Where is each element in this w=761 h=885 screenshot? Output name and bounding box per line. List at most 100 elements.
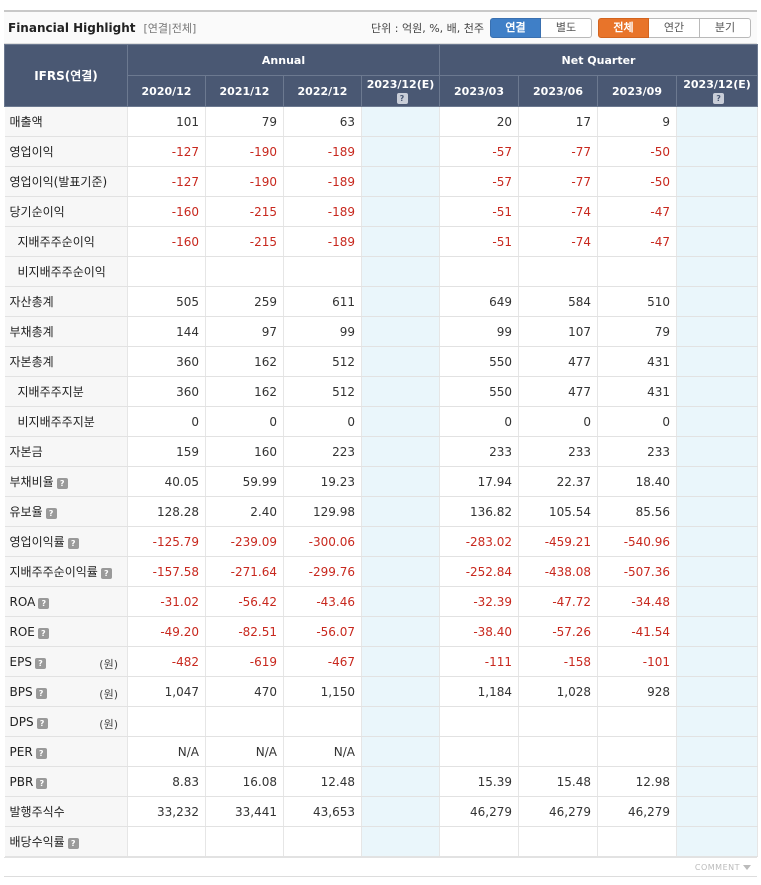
row-label-text: 영업이익률: [9, 535, 65, 549]
table-cell: [205, 256, 284, 287]
table-cell: [205, 826, 284, 857]
help-icon[interactable]: ?: [35, 747, 47, 759]
table-cell: -190: [205, 136, 284, 167]
table-cell: 18.40: [597, 466, 678, 497]
table-cell: 63: [283, 106, 362, 137]
table-cell: 223: [283, 436, 362, 467]
table-cell: 15.39: [439, 766, 520, 797]
table-cell: -31.02: [127, 586, 206, 617]
help-icon[interactable]: ?: [36, 777, 48, 789]
table-cell: 17: [518, 106, 599, 137]
table-cell: 101: [127, 106, 206, 137]
table-cell: -158: [518, 646, 599, 677]
table-cell: -74: [518, 196, 599, 227]
table-cell: [676, 286, 759, 317]
table-row: 자본금 159 160 223 233 233 233: [4, 436, 759, 467]
table-cell: 162: [205, 346, 284, 377]
table-cell: 1,047: [127, 676, 206, 707]
table-cell: [361, 346, 441, 377]
column-header-0: 2020/12: [127, 75, 206, 107]
table-cell: [361, 106, 441, 137]
panel-footer: COMMENT: [4, 857, 757, 877]
table-cell: 12.98: [597, 766, 678, 797]
help-icon[interactable]: ?: [35, 687, 47, 699]
row-label-text: 부채비율: [9, 475, 54, 489]
period-toggle: 전체 연간 분기: [598, 17, 751, 38]
row-unit: (원): [99, 688, 118, 701]
table-cell: [518, 256, 599, 287]
row-label: DPS? (원): [4, 706, 128, 737]
table-cell: -74: [518, 226, 599, 257]
table-cell: [676, 676, 759, 707]
row-label: 영업이익: [4, 136, 128, 167]
table-cell: -438.08: [518, 556, 599, 587]
table-cell: 97: [205, 316, 284, 347]
table-cell: -271.64: [205, 556, 284, 587]
period-quarter-button[interactable]: 분기: [700, 17, 751, 38]
table-cell: 550: [439, 346, 520, 377]
table-cell: [676, 136, 759, 167]
table-cell: [127, 256, 206, 287]
chevron-down-icon[interactable]: [743, 864, 751, 870]
column-header-label: 2022/12: [297, 84, 348, 98]
table-row: PER? N/A N/A N/A: [4, 736, 759, 767]
annual-group-header: Annual: [126, 44, 441, 76]
table-cell: 233: [518, 436, 599, 467]
table-cell: [597, 256, 678, 287]
help-icon[interactable]: ?: [36, 717, 48, 729]
separate-button[interactable]: 별도: [541, 17, 592, 38]
period-all-button[interactable]: 전체: [598, 17, 649, 38]
table-cell: 129.98: [283, 496, 362, 527]
table-cell: [361, 466, 441, 497]
help-icon[interactable]: ?: [37, 627, 49, 639]
table-cell: [676, 706, 759, 737]
table-cell: -51: [439, 196, 520, 227]
table-cell: [361, 136, 441, 167]
help-icon[interactable]: ?: [67, 838, 79, 849]
table-cell: -101: [597, 646, 678, 677]
column-header-5: 2023/06: [518, 75, 599, 107]
table-cell: 19.23: [283, 466, 362, 497]
table-cell: -459.21: [518, 526, 599, 557]
help-icon[interactable]: ?: [56, 478, 68, 489]
table-cell: [439, 706, 520, 737]
table-cell: 477: [518, 376, 599, 407]
table-cell: 360: [127, 346, 206, 377]
help-icon[interactable]: ?: [713, 93, 725, 104]
help-icon[interactable]: ?: [396, 93, 408, 104]
table-cell: 0: [127, 406, 206, 437]
table-cell: -157.58: [127, 556, 206, 587]
help-icon[interactable]: ?: [34, 657, 46, 669]
table-cell: [361, 766, 441, 797]
table-cell: -57: [439, 166, 520, 197]
table-cell: 33,441: [205, 796, 284, 827]
table-cell: -111: [439, 646, 520, 677]
table-cell: [676, 736, 759, 767]
panel-subtitle: [연결|전체]: [143, 21, 197, 35]
period-annual-button[interactable]: 연간: [649, 17, 700, 38]
table-cell: [597, 736, 678, 767]
help-icon[interactable]: ?: [45, 508, 57, 519]
table-cell: 928: [597, 676, 678, 707]
table-cell: [361, 436, 441, 467]
row-label-text: 영업이익(발표기준): [9, 175, 108, 189]
table-cell: 159: [127, 436, 206, 467]
table-row: EPS? (원) -482 -619 -467 -111 -158 -101: [4, 646, 759, 677]
help-icon[interactable]: ?: [100, 568, 112, 579]
help-icon[interactable]: ?: [38, 597, 50, 609]
row-label: 매출액: [4, 106, 128, 137]
table-cell: [127, 706, 206, 737]
row-label-text: 배당수익률: [9, 835, 65, 849]
consolidated-button[interactable]: 연결: [490, 17, 541, 38]
table-cell: 0: [205, 406, 284, 437]
table-cell: [676, 346, 759, 377]
table-cell: -82.51: [205, 616, 284, 647]
table-cell: [361, 586, 441, 617]
comment-toggle[interactable]: COMMENT: [694, 862, 740, 872]
row-label: 지배주주순이익: [4, 226, 128, 257]
table-row: 당기순이익 -160 -215 -189 -51 -74 -47: [4, 196, 759, 227]
table-cell: [361, 316, 441, 347]
table-cell: -215: [205, 226, 284, 257]
help-icon[interactable]: ?: [67, 538, 79, 549]
table-cell: [676, 256, 759, 287]
